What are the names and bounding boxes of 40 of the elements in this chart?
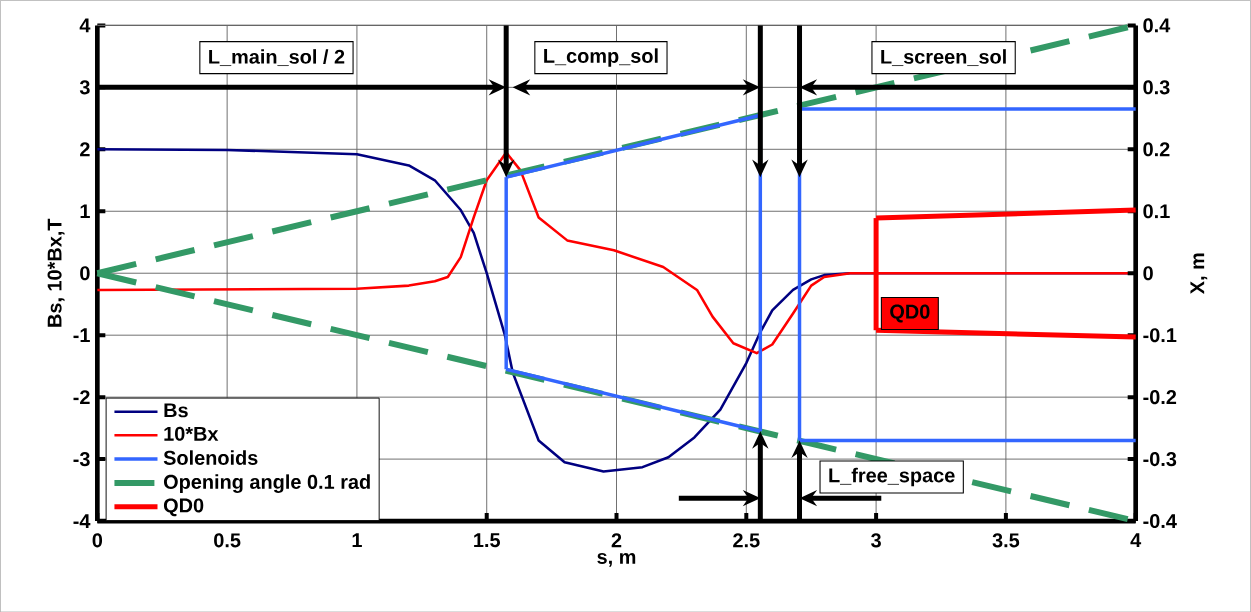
x-tick-label: 4 xyxy=(1130,533,1142,547)
y-tick-label: -1 xyxy=(73,328,90,342)
y-tick-label: 2 xyxy=(80,142,90,157)
annotation: L_comp_sol xyxy=(544,48,658,67)
y2-tick-label: -0.4 xyxy=(1143,513,1177,528)
x-tick-label: 2 xyxy=(611,533,622,547)
legend-label: Solenoids xyxy=(163,450,258,465)
y-tick-label: -4 xyxy=(73,514,91,528)
y2-tick-label: -0.2 xyxy=(1143,389,1177,404)
legend-label: Opening angle 0.1 rad xyxy=(163,474,370,493)
annotation: QD0 xyxy=(890,304,930,323)
y-tick-label: -3 xyxy=(73,451,90,466)
annotation: L_main_sol / 2 xyxy=(209,48,345,66)
x-tick-label: 0.5 xyxy=(214,533,241,548)
x-tick-label: 3.5 xyxy=(992,533,1020,548)
y2-tick-label: -0.3 xyxy=(1143,451,1177,466)
y-tick-label: 0 xyxy=(80,265,90,281)
y-tick-label: 3 xyxy=(79,80,90,95)
y-tick-label: -2 xyxy=(73,389,90,404)
annotation: L_screen_sol xyxy=(881,48,1006,66)
x-tick-label: 1.5 xyxy=(474,533,500,547)
y2-tick-label: 0.3 xyxy=(1143,80,1170,95)
y2-tick-label: 0 xyxy=(1143,265,1153,281)
legend-label: 10*Bx xyxy=(164,426,219,441)
x-tick-label: 3 xyxy=(871,533,881,548)
legend-label: QD0 xyxy=(163,498,204,517)
x-tick-label: 2.5 xyxy=(733,533,760,548)
y-axis-title: Bs, 10*Bx,T xyxy=(47,218,65,327)
y-tick-label: 1 xyxy=(80,204,90,218)
y2-tick-label: 0.1 xyxy=(1143,204,1170,219)
y2-tick-label: -0.1 xyxy=(1143,327,1177,343)
annotation: L_free_space xyxy=(829,467,955,487)
y2-axis-title: X, m xyxy=(1190,253,1208,294)
legend-label: Bs xyxy=(164,403,188,418)
y2-tick-label: 0.4 xyxy=(1143,18,1171,33)
y2-tick-label: 0.2 xyxy=(1143,142,1170,157)
x-tick-label: 0 xyxy=(92,533,103,548)
y-tick-label: 4 xyxy=(79,18,91,33)
x-tick-label: 1 xyxy=(352,533,362,547)
x-axis-title: s, m xyxy=(597,552,636,567)
